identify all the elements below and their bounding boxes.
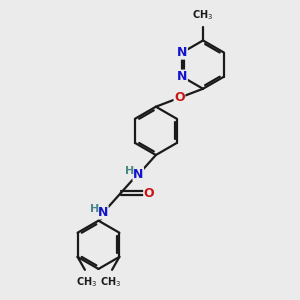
Text: O: O <box>174 91 185 104</box>
Text: CH$_3$: CH$_3$ <box>192 8 214 22</box>
Text: H: H <box>125 166 135 176</box>
Text: N: N <box>177 70 187 83</box>
Text: N: N <box>133 168 143 181</box>
Text: O: O <box>144 187 154 200</box>
Text: N: N <box>177 46 187 59</box>
Text: CH$_3$: CH$_3$ <box>76 275 97 289</box>
Text: N: N <box>98 206 108 219</box>
Text: CH$_3$: CH$_3$ <box>100 275 121 289</box>
Text: H: H <box>90 204 99 214</box>
